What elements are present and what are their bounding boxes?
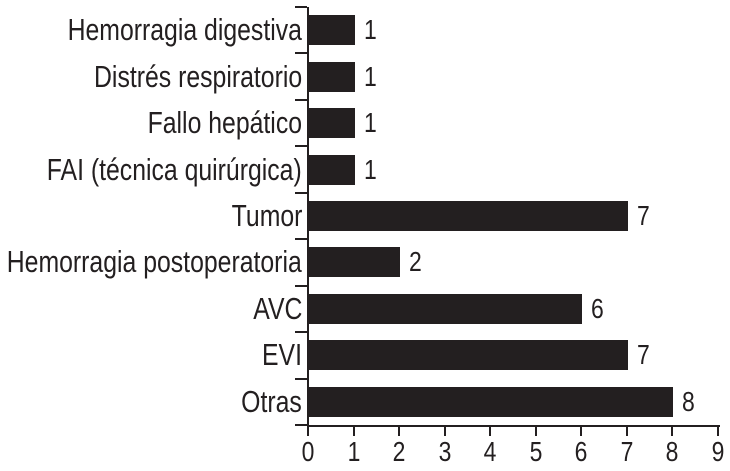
category-label: Hemorragia digestiva xyxy=(0,7,302,53)
category-label-text: Fallo hepático xyxy=(147,105,302,141)
bar xyxy=(309,201,628,231)
bar-value-text: 8 xyxy=(682,385,696,417)
bar-value-text: 6 xyxy=(591,292,605,324)
bar xyxy=(309,154,355,185)
y-axis-line xyxy=(307,7,309,427)
y-axis-tick xyxy=(295,6,307,8)
y-axis-tick xyxy=(295,52,307,55)
x-axis-tick-label: 2 xyxy=(392,436,406,467)
bar-value-label: 7 xyxy=(636,200,653,231)
category-label-text: Hemorragia postoperatoria xyxy=(7,244,302,280)
x-axis-tick xyxy=(625,427,628,436)
x-axis-tick-label: 4 xyxy=(483,436,497,467)
bar xyxy=(309,108,355,139)
bar-value-label: 2 xyxy=(409,246,425,278)
bar xyxy=(309,386,674,417)
category-label-text: FAI (técnica quirúrgica) xyxy=(47,151,302,187)
bar-value-text: 1 xyxy=(363,60,377,92)
category-label-text: Hemorragia digestiva xyxy=(67,12,302,48)
category-label: Tumor xyxy=(0,193,302,239)
bar-value-label: 1 xyxy=(363,153,380,185)
x-axis-tick xyxy=(352,427,355,436)
x-axis-tick xyxy=(717,427,719,436)
bar-value-text: 1 xyxy=(363,14,377,46)
bar-value-text: 7 xyxy=(636,200,650,231)
x-axis-tick xyxy=(307,427,309,436)
category-label: Hemorragia postoperatoria xyxy=(0,239,302,285)
x-axis-tick xyxy=(671,427,674,436)
x-axis-tick-label: 5 xyxy=(529,436,543,467)
x-axis-tick-label: 3 xyxy=(438,436,452,467)
category-label-text: AVC xyxy=(252,290,302,326)
x-axis-tick-label: 7 xyxy=(620,436,634,467)
bar xyxy=(309,340,628,371)
bar-value-text: 1 xyxy=(363,153,377,185)
x-axis-tick xyxy=(398,427,401,436)
x-axis-tick-label: 6 xyxy=(574,436,588,467)
bar xyxy=(309,61,355,92)
x-axis-tick-label: 8 xyxy=(666,436,679,467)
category-label: FAI (técnica quirúrgica) xyxy=(0,146,302,192)
x-axis-tick-label: 1 xyxy=(347,436,360,467)
bar-value-text: 1 xyxy=(363,107,377,139)
bar-value-label: 8 xyxy=(682,385,698,417)
bar xyxy=(309,15,355,46)
x-axis-tick xyxy=(489,427,492,436)
category-label-text: EVI xyxy=(262,337,302,373)
category-label-text: Tumor xyxy=(231,197,302,233)
category-label: EVI xyxy=(0,332,302,378)
y-axis-tick xyxy=(295,145,307,148)
bar xyxy=(309,293,583,324)
bar-value-label: 1 xyxy=(363,14,380,46)
x-axis-tick xyxy=(580,427,583,436)
category-label: Fallo hepático xyxy=(0,100,302,146)
category-label: Distrés respiratorio xyxy=(0,53,302,99)
y-axis-tick xyxy=(295,284,307,287)
y-axis-tick xyxy=(295,377,307,380)
x-axis-line xyxy=(307,425,720,427)
x-axis-tick xyxy=(443,427,446,436)
bar-value-text: 7 xyxy=(636,339,650,371)
category-label-text: Distrés respiratorio xyxy=(93,58,302,94)
x-axis-tick-label: 0 xyxy=(301,436,315,467)
x-axis-tick-label: 9 xyxy=(711,436,725,467)
category-label-text: Otras xyxy=(241,383,302,419)
category-label: Otras xyxy=(0,379,302,425)
y-axis-tick xyxy=(295,98,307,101)
category-label: AVC xyxy=(0,286,302,332)
bar-value-label: 1 xyxy=(363,107,380,139)
bar-value-text: 2 xyxy=(409,246,422,278)
bar-value-label: 7 xyxy=(636,339,653,371)
y-axis-tick xyxy=(295,424,307,426)
y-axis-tick xyxy=(295,238,307,241)
y-axis-tick xyxy=(295,191,307,194)
y-axis-tick xyxy=(295,331,307,334)
bar-value-label: 6 xyxy=(591,292,607,324)
bar xyxy=(309,247,401,278)
bar-value-label: 1 xyxy=(363,60,380,92)
x-axis-tick xyxy=(534,427,537,436)
